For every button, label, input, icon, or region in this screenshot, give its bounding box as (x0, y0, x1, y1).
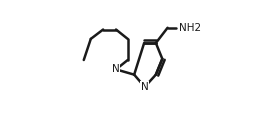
Text: NH2: NH2 (179, 23, 201, 33)
Text: N: N (141, 82, 149, 92)
Text: N: N (112, 64, 120, 74)
